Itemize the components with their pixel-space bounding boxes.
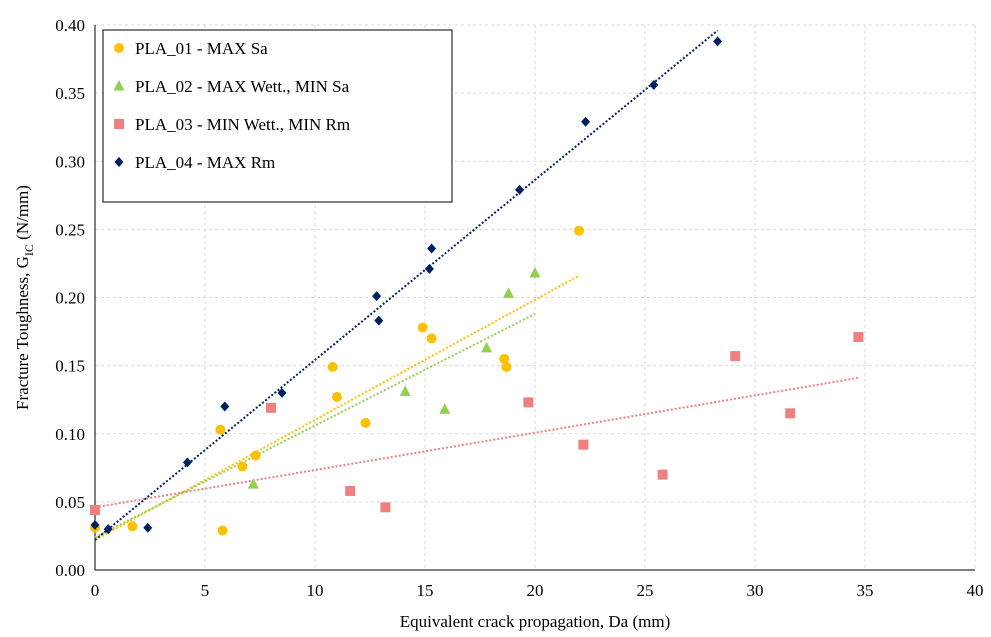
x-axis-title: Equivalent crack propagation, Da (mm) xyxy=(400,612,670,631)
data-point-pla-04 xyxy=(182,457,192,468)
y-tick-label: 0.15 xyxy=(55,357,85,376)
data-point-pla-04 xyxy=(374,315,384,326)
y-tick-label: 0.25 xyxy=(55,220,85,239)
legend-label-pla-01: PLA_01 - MAX Sa xyxy=(135,39,268,58)
data-point-pla-01 xyxy=(127,521,138,532)
data-point-pla-01 xyxy=(332,391,342,402)
data-point-pla-04 xyxy=(427,243,437,254)
data-point-pla-04 xyxy=(220,401,230,412)
y-tick-label: 0.40 xyxy=(55,16,85,35)
data-point-pla-02 xyxy=(247,478,259,489)
data-point-pla-01 xyxy=(360,417,371,428)
x-tick-label: 30 xyxy=(747,581,764,600)
trendlines xyxy=(94,29,859,541)
y-tick-label: 0.00 xyxy=(55,561,85,580)
data-point-pla-01 xyxy=(215,424,226,435)
data-point-pla-01 xyxy=(501,361,512,372)
data-point-pla-04 xyxy=(143,522,153,533)
axes xyxy=(94,25,975,571)
data-point-pla-03 xyxy=(853,332,864,343)
data-point-pla-04 xyxy=(103,524,113,535)
data-point-pla-02 xyxy=(481,341,493,353)
legend-marker-pla-04 xyxy=(114,157,124,167)
data-point-pla-03 xyxy=(380,502,391,513)
legend-marker-pla-02 xyxy=(113,80,125,91)
data-point-pla-04 xyxy=(713,36,723,47)
data-point-pla-03 xyxy=(266,402,276,413)
x-tick-label: 5 xyxy=(201,581,210,600)
data-point-pla-01 xyxy=(417,322,428,333)
y-tick-label: 0.30 xyxy=(55,152,85,171)
data-point-pla-03 xyxy=(785,408,796,419)
x-tick-label: 15 xyxy=(417,581,434,600)
data-point-pla-04 xyxy=(649,79,659,90)
data-point-pla-01 xyxy=(250,450,261,461)
y-tick-label: 0.10 xyxy=(55,425,85,444)
x-tick-label: 0 xyxy=(91,581,100,600)
x-tick-label: 35 xyxy=(857,581,874,600)
legend-label-pla-02: PLA_02 - MAX Wett., MIN Sa xyxy=(135,77,350,96)
data-point-pla-03 xyxy=(345,485,356,496)
data-point-pla-02 xyxy=(439,403,451,414)
y-axis-title-unit: (N/mm) xyxy=(13,185,32,244)
x-tick-label: 40 xyxy=(967,581,984,600)
legend-marker-pla-03 xyxy=(114,119,124,129)
y-tick-label: 0.05 xyxy=(55,493,85,512)
data-point-pla-01 xyxy=(327,361,338,372)
data-point-pla-04 xyxy=(581,116,591,127)
x-tick-labels: 0 5 10 15 20 25 30 35 40 xyxy=(91,581,984,600)
data-point-pla-04 xyxy=(424,263,434,274)
y-tick-label: 0.35 xyxy=(55,84,85,103)
data-point-pla-03 xyxy=(730,351,741,362)
legend-label-pla-04: PLA_04 - MAX Rm xyxy=(135,153,275,172)
y-axis-title: Fracture Toughness, GIC (N/mm) xyxy=(13,185,36,410)
data-point-pla-01 xyxy=(237,461,248,472)
data-point-pla-01 xyxy=(574,225,584,236)
data-point-pla-03 xyxy=(578,439,589,450)
legend-label-pla-03: PLA_03 - MIN Wett., MIN Rm xyxy=(135,115,350,134)
trendline-pla-03 xyxy=(94,376,859,509)
data-point-pla-02 xyxy=(503,287,515,298)
x-tick-label: 10 xyxy=(307,581,324,600)
legend: PLA_01 - MAX Sa PLA_02 - MAX Wett., MIN S… xyxy=(102,29,453,203)
y-tick-label: 0.20 xyxy=(55,289,85,308)
x-tick-label: 20 xyxy=(527,581,544,600)
data-point-pla-03 xyxy=(90,505,100,516)
data-point-pla-04 xyxy=(277,387,287,398)
data-point-pla-02 xyxy=(399,385,411,397)
y-axis-title-main: Fracture Toughness, G xyxy=(13,256,32,410)
data-point-pla-02 xyxy=(529,266,541,278)
y-axis-title-subscript: IC xyxy=(22,244,36,256)
data-point-pla-01 xyxy=(499,353,510,364)
data-point-pla-04 xyxy=(515,184,525,195)
data-point-pla-03 xyxy=(523,397,534,408)
data-points xyxy=(90,36,864,536)
legend-marker-pla-01 xyxy=(114,43,124,53)
data-point-pla-01 xyxy=(426,333,437,344)
legend-box xyxy=(102,29,453,203)
data-point-pla-01 xyxy=(217,525,228,536)
data-point-pla-04 xyxy=(372,291,382,302)
data-point-pla-03 xyxy=(657,469,668,480)
data-point-pla-04 xyxy=(90,520,100,531)
y-tick-labels: 0.00 0.05 0.10 0.15 0.20 0.25 0.30 0.35 0.40 xyxy=(55,16,85,580)
x-tick-label: 25 xyxy=(637,581,654,600)
